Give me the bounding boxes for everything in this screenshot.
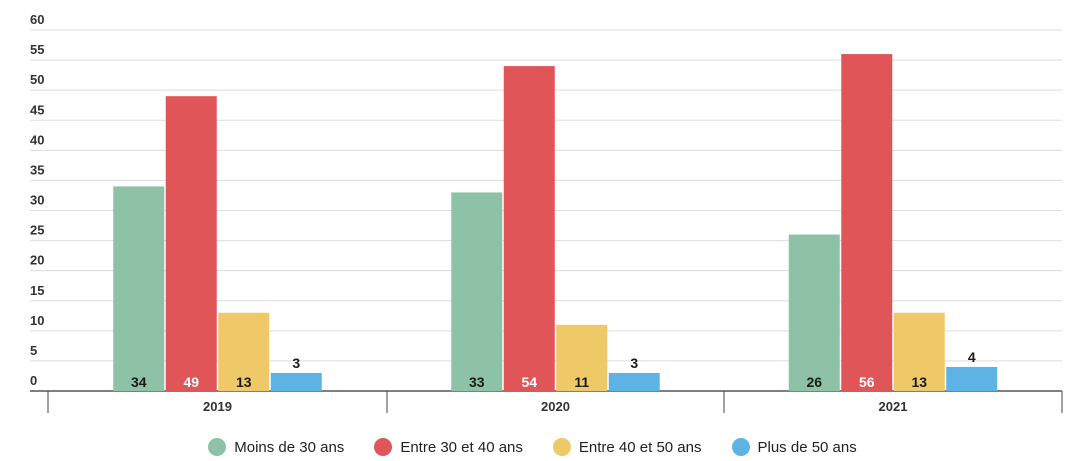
legend-label: Moins de 30 ans: [234, 438, 345, 456]
bar: [608, 372, 660, 391]
bar: [270, 372, 322, 391]
data-label: 3: [630, 355, 638, 371]
data-label: 13: [911, 374, 927, 390]
y-tick-label: 15: [30, 283, 44, 298]
data-label: 11: [574, 374, 589, 390]
legend-swatch: [552, 438, 571, 456]
legend-item: Moins de 30 ans: [208, 438, 344, 456]
data-label: 49: [183, 374, 199, 390]
data-label: 33: [469, 374, 485, 390]
x-tick-label: 2021: [879, 399, 908, 414]
x-tick-label: 2019: [203, 399, 232, 414]
y-tick-label: 60: [30, 12, 44, 27]
bar: [218, 312, 270, 391]
bar: [841, 54, 893, 392]
y-tick-label: 5: [30, 343, 37, 358]
legend-label: Entre 30 et 40 ans: [400, 438, 523, 456]
y-tick-label: 50: [30, 72, 44, 87]
legend-label: Entre 40 et 50 ans: [578, 438, 702, 456]
data-label: 26: [806, 374, 822, 390]
y-tick-label: 30: [30, 193, 44, 208]
data-label: 3: [292, 355, 300, 371]
x-tick-label: 2020: [541, 399, 570, 414]
data-label: 4: [968, 349, 976, 365]
bar: [946, 366, 998, 391]
y-tick-label: 10: [30, 313, 44, 328]
data-label: 34: [131, 374, 147, 390]
bar: [165, 96, 217, 391]
legend-swatch: [208, 438, 227, 456]
bar: [788, 234, 840, 391]
legend-item: Plus de 50 ans: [731, 438, 857, 456]
y-tick-label: 0: [30, 373, 37, 388]
data-label: 54: [521, 374, 537, 390]
legend-label: Plus de 50 ans: [757, 438, 857, 456]
bar: [556, 324, 608, 391]
legend-item: Entre 30 et 40 ans: [374, 438, 523, 456]
y-tick-label: 55: [30, 42, 44, 57]
y-tick-label: 40: [30, 132, 44, 147]
data-label: 56: [859, 374, 875, 390]
y-tick-label: 20: [30, 253, 44, 268]
chart-legend: Moins de 30 ans Entre 30 et 40 ans Entre 4…: [0, 433, 1065, 461]
y-tick-label: 45: [30, 102, 44, 117]
bar: [451, 192, 503, 391]
legend-swatch: [731, 438, 750, 456]
bar: [113, 186, 165, 391]
legend-item: Entre 40 et 50 ans: [552, 438, 702, 456]
y-tick-label: 25: [30, 223, 44, 238]
y-tick-label: 35: [30, 162, 44, 177]
data-label: 13: [236, 374, 252, 390]
legend-swatch: [374, 438, 393, 456]
bar: [893, 312, 945, 391]
bar: [503, 66, 555, 391]
